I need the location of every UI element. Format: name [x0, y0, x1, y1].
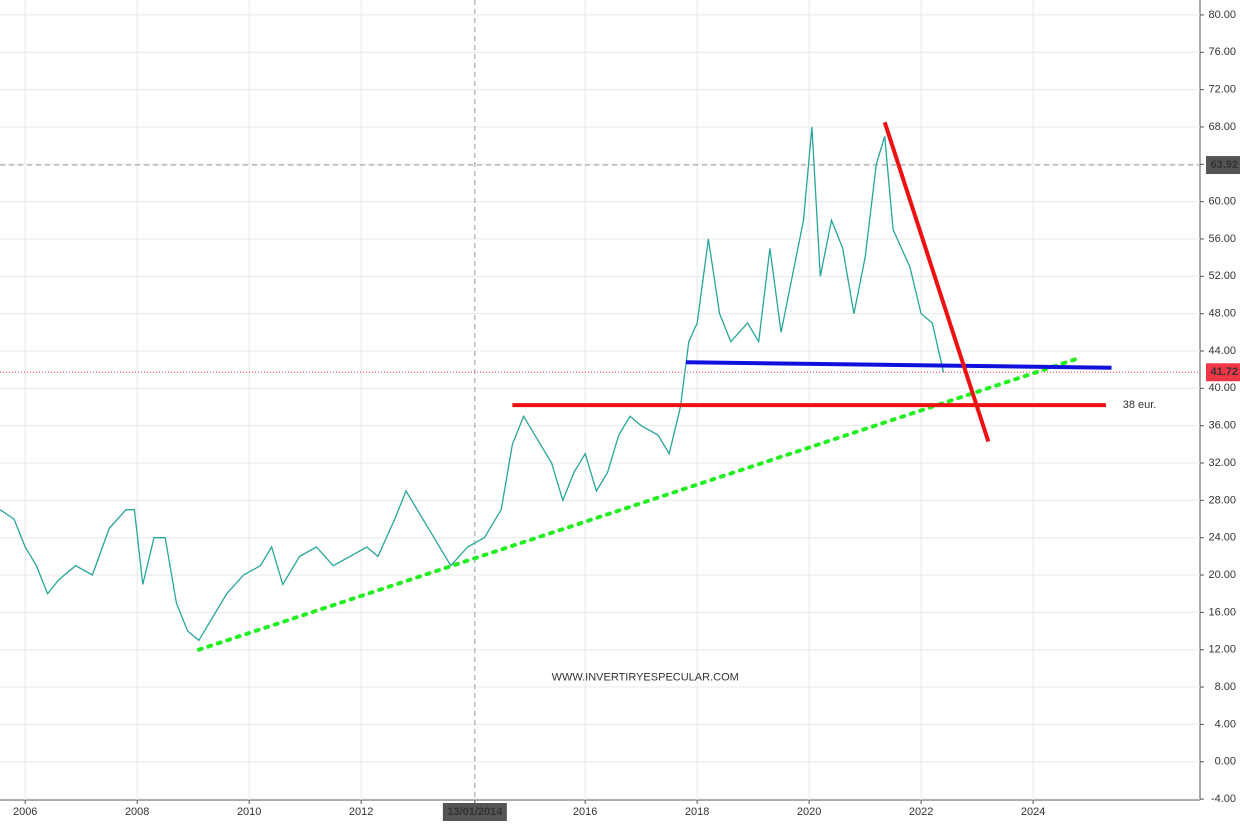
last-price-label: 41.72	[1210, 366, 1238, 378]
crosshair-label: 63.92	[1210, 159, 1238, 171]
annotation: 38 eur.	[1123, 399, 1157, 411]
y-tick-label: 48.00	[1208, 308, 1236, 320]
y-tick-label: 40.00	[1208, 382, 1236, 394]
x-tick-label: 2010	[237, 806, 261, 818]
x-tick-label: 2020	[797, 806, 821, 818]
x-tick-label: 2012	[349, 806, 373, 818]
last-price-label-bg	[1206, 363, 1240, 382]
y-tick-label: 36.00	[1208, 420, 1236, 432]
trend-line	[882, 121, 991, 443]
x-tick-label: 2022	[909, 806, 933, 818]
y-tick-label: 32.00	[1208, 457, 1236, 469]
x-tick-label: 2018	[685, 806, 709, 818]
annotation: WWW.INVERTIRYESPECULAR.COM	[552, 672, 739, 684]
y-tick-label: 44.00	[1208, 345, 1236, 357]
y-tick-label: 24.00	[1208, 532, 1236, 544]
y-tick-label: 28.00	[1208, 494, 1236, 506]
y-tick-label: 52.00	[1208, 270, 1236, 282]
y-tick-label: 12.00	[1208, 644, 1236, 656]
x-tick-label: 2024	[1021, 806, 1045, 818]
price-line	[0, 126, 945, 642]
y-tick-label: 68.00	[1208, 121, 1236, 133]
y-tick-label: 16.00	[1208, 606, 1236, 618]
y-tick-label: 8.00	[1215, 681, 1236, 693]
y-tick-label: 20.00	[1208, 569, 1236, 581]
y-tick-label: 60.00	[1208, 196, 1236, 208]
y-tick-label: 56.00	[1208, 233, 1236, 245]
y-tick-label: -4.00	[1211, 793, 1236, 805]
x-tick-label: 13/01/2014	[447, 806, 503, 818]
x-tick-label: 2008	[125, 806, 149, 818]
trend-line	[685, 360, 1112, 370]
y-tick-label: 0.00	[1215, 756, 1236, 768]
y-tick-label: 72.00	[1208, 84, 1236, 96]
crosshair-label-bg	[1206, 156, 1240, 175]
crosshair-x-label-bg	[442, 803, 507, 821]
y-tick-label: 76.00	[1208, 46, 1236, 58]
x-tick-label: 2016	[573, 806, 597, 818]
y-tick-label: 4.00	[1215, 718, 1236, 730]
x-tick-label: 2006	[13, 806, 37, 818]
y-tick-label: 80.00	[1208, 9, 1236, 21]
